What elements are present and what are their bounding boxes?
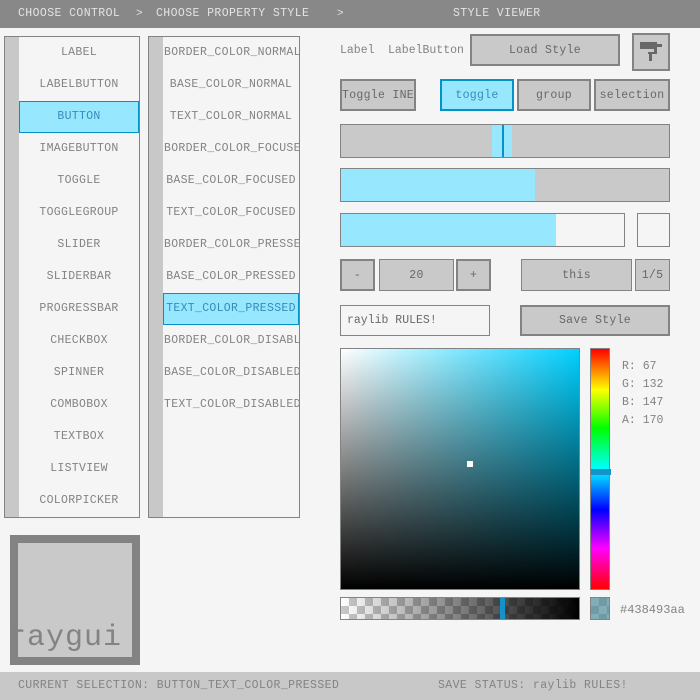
channel-b-value: 147 — [642, 396, 664, 409]
colorpicker-saturation-value-area[interactable] — [340, 348, 580, 590]
breadcrumb-step-choose-property-style[interactable]: CHOOSE PROPERTY STYLE — [156, 7, 310, 20]
control-listview-scrollbar[interactable] — [5, 37, 19, 517]
spinner-decrement-button[interactable]: - — [340, 259, 375, 291]
breadcrumb-step-style-viewer: STYLE VIEWER — [453, 7, 541, 20]
control-listview[interactable]: LABEL LABELBUTTON BUTTON IMAGEBUTTON TOGGLE T… — [4, 36, 140, 518]
control-item-button[interactable]: BUTTON — [19, 101, 139, 133]
togglegroup-item-toggle[interactable]: toggle — [440, 79, 514, 111]
property-item-border-color-disabled[interactable]: BORDER_COLOR_DISABLED — [164, 334, 299, 347]
channel-r-name: R: — [622, 360, 636, 373]
colorpicker-black-gradient — [341, 349, 579, 589]
property-item-border-color-focused[interactable]: BORDER_COLOR_FOCUSED — [164, 142, 299, 155]
colorpicker-alpha-gradient — [341, 598, 579, 619]
colorpicker-alpha-selector[interactable] — [500, 598, 506, 619]
control-item-slider[interactable]: SLIDER — [57, 238, 101, 251]
spinner-value[interactable]: 20 — [379, 259, 454, 291]
control-item-toggle[interactable]: TOGGLE — [57, 174, 101, 187]
property-item-text-color-disabled[interactable]: TEXT_COLOR_DISABLED — [164, 398, 299, 411]
textbox-input[interactable]: raylib RULES! — [340, 305, 490, 336]
toggle-single[interactable]: Toggle INE — [340, 79, 416, 111]
property-listview-scrollbar[interactable] — [149, 37, 163, 517]
property-item-border-color-pressed[interactable]: BORDER_COLOR_PRESSED — [164, 238, 299, 251]
preview-label-button[interactable]: LabelButton — [388, 44, 464, 57]
sliderbar[interactable] — [340, 168, 670, 202]
combobox-value[interactable]: this — [521, 259, 632, 291]
load-style-button[interactable]: Load Style — [470, 34, 620, 66]
control-item-colorpicker[interactable]: COLORPICKER — [39, 494, 119, 507]
breadcrumb-bar: CHOOSE CONTROL > CHOOSE PROPERTY STYLE >… — [0, 0, 700, 28]
raygui-logo-box: raygui — [7, 535, 140, 665]
control-item-checkbox[interactable]: CHECKBOX — [50, 334, 108, 347]
togglegroup-item-group[interactable]: group — [517, 79, 591, 111]
raygui-logo-text: raygui — [7, 621, 122, 655]
spinner-increment-button[interactable]: + — [456, 259, 491, 291]
control-item-imagebutton[interactable]: IMAGEBUTTON — [39, 142, 119, 155]
breadcrumb-step-choose-control[interactable]: CHOOSE CONTROL — [18, 7, 121, 20]
control-item-listview[interactable]: LISTVIEW — [50, 462, 108, 475]
chevron-right-icon-2: > — [337, 8, 345, 20]
preview-label: Label — [340, 44, 375, 57]
control-item-sliderbar[interactable]: SLIDERBAR — [46, 270, 112, 283]
slider-knob-line — [501, 125, 504, 157]
control-item-labelbutton[interactable]: LABELBUTTON — [39, 78, 119, 91]
channel-b-name: B: — [622, 396, 636, 409]
slider[interactable] — [340, 124, 670, 158]
colorpicker-result-swatch — [590, 597, 610, 620]
colorpicker-cursor[interactable] — [466, 461, 473, 468]
control-item-textbox[interactable]: TEXTBOX — [53, 430, 105, 443]
colorpicker-hue-selector[interactable] — [591, 469, 611, 475]
property-item-base-color-focused[interactable]: BASE_COLOR_FOCUSED — [166, 174, 296, 187]
slider-knob[interactable] — [491, 125, 512, 157]
colorpicker-hue-bar[interactable] — [590, 348, 611, 590]
property-item-base-color-pressed[interactable]: BASE_COLOR_PRESSED — [166, 270, 296, 283]
checkbox[interactable] — [637, 213, 670, 247]
paint-roller-icon — [640, 42, 662, 61]
channel-r-value: 67 — [642, 360, 657, 373]
channel-a-name: A: — [622, 414, 636, 427]
togglegroup-item-selection[interactable]: selection — [594, 79, 670, 111]
property-item-text-color-normal[interactable]: TEXT_COLOR_NORMAL — [169, 110, 293, 123]
control-item-togglegroup[interactable]: TOGGLEGROUP — [39, 206, 119, 219]
property-item-border-color-normal[interactable]: BORDER_COLOR_NORMAL — [164, 46, 299, 59]
sliderbar-fill — [341, 169, 535, 201]
progressbar-fill — [341, 214, 557, 246]
progressbar — [340, 213, 625, 247]
control-item-combobox[interactable]: COMBOBOX — [50, 398, 108, 411]
property-item-base-color-normal[interactable]: BASE_COLOR_NORMAL — [169, 78, 293, 91]
colorpicker-hex-value: #438493aa — [620, 603, 685, 617]
control-item-progressbar[interactable]: PROGRESSBAR — [39, 302, 119, 315]
channel-b-label: B: 147 — [622, 396, 663, 409]
colorpicker-result-swatch-fill — [591, 598, 609, 619]
save-style-button[interactable]: Save Style — [520, 305, 670, 336]
chevron-right-icon-1: > — [136, 8, 144, 20]
property-item-base-color-disabled[interactable]: BASE_COLOR_DISABLED — [164, 366, 299, 379]
channel-g-label: G: 132 — [622, 378, 663, 391]
control-item-label[interactable]: LABEL — [60, 46, 97, 59]
status-save-status: SAVE STATUS: raylib RULES! — [438, 679, 628, 692]
property-listview[interactable]: BORDER_COLOR_NORMAL BASE_COLOR_NORMAL TEXT… — [148, 36, 300, 518]
status-current-selection: CURRENT SELECTION: BUTTON_TEXT_COLOR_PRE… — [18, 679, 340, 692]
status-bar: CURRENT SELECTION: BUTTON_TEXT_COLOR_PRE… — [0, 672, 700, 700]
channel-a-label: A: 170 — [622, 414, 663, 427]
channel-g-value: 132 — [642, 378, 664, 391]
property-item-text-color-focused[interactable]: TEXT_COLOR_FOCUSED — [166, 206, 296, 219]
property-item-text-color-pressed[interactable]: TEXT_COLOR_PRESSED — [163, 293, 299, 325]
colorpicker-alpha-bar[interactable] — [340, 597, 580, 620]
channel-g-name: G: — [622, 378, 636, 391]
paint-roller-image-button[interactable] — [632, 33, 670, 71]
channel-r-label: R: 67 — [622, 360, 657, 373]
control-item-spinner[interactable]: SPINNER — [53, 366, 105, 379]
combobox-count[interactable]: 1/5 — [635, 259, 670, 291]
channel-a-value: 170 — [642, 414, 664, 427]
